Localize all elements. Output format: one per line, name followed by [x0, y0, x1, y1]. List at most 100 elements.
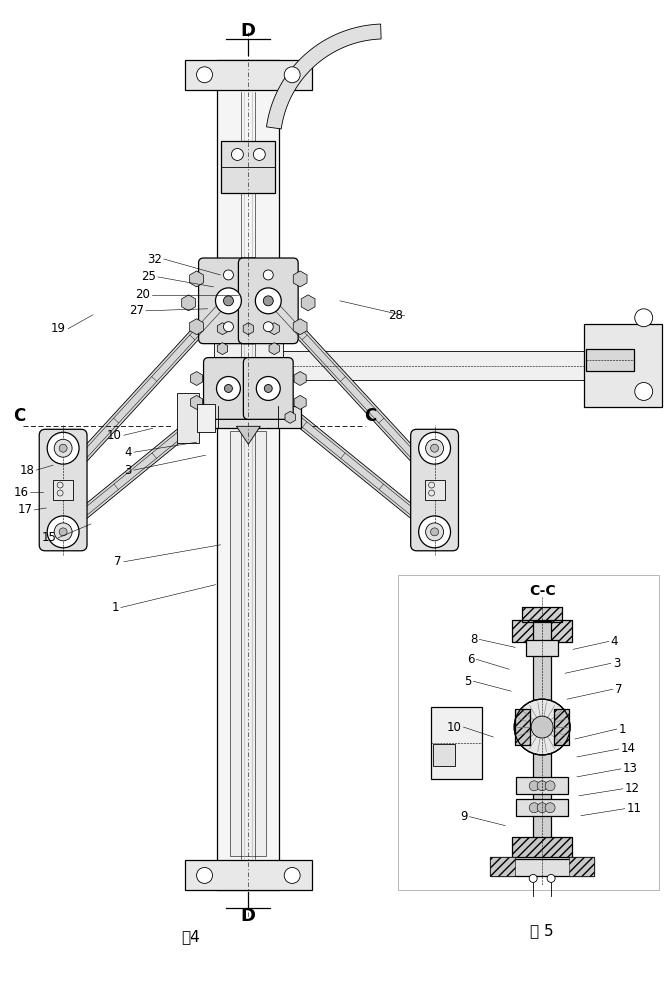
Circle shape	[224, 384, 232, 392]
Circle shape	[431, 528, 439, 536]
Text: 6: 6	[467, 653, 474, 666]
Polygon shape	[294, 395, 306, 409]
Bar	[226, 394, 270, 414]
Text: 13: 13	[623, 762, 638, 775]
Circle shape	[419, 516, 450, 548]
Circle shape	[529, 781, 539, 791]
Circle shape	[263, 270, 273, 280]
Circle shape	[545, 781, 555, 791]
Bar	[513, 620, 572, 642]
Circle shape	[54, 523, 72, 541]
Text: 3: 3	[125, 464, 132, 477]
Text: 16: 16	[13, 486, 28, 499]
Polygon shape	[190, 372, 202, 385]
Circle shape	[224, 322, 233, 332]
Bar	[515, 709, 530, 745]
Polygon shape	[190, 319, 204, 335]
Bar	[214, 339, 283, 363]
Text: 4: 4	[611, 635, 618, 648]
Circle shape	[537, 803, 547, 813]
Circle shape	[634, 382, 653, 400]
Text: 14: 14	[621, 742, 636, 755]
Polygon shape	[267, 24, 381, 129]
FancyBboxPatch shape	[198, 258, 259, 344]
Bar	[533, 621, 551, 862]
Text: 12: 12	[625, 782, 640, 795]
Polygon shape	[294, 372, 306, 385]
Text: 图 5: 图 5	[531, 923, 554, 938]
Text: 8: 8	[470, 633, 478, 646]
Circle shape	[537, 781, 547, 791]
Polygon shape	[190, 271, 204, 287]
Circle shape	[634, 309, 653, 327]
Polygon shape	[202, 411, 212, 423]
Polygon shape	[243, 323, 253, 335]
Circle shape	[54, 439, 72, 457]
Text: 19: 19	[51, 322, 66, 335]
Bar	[218, 60, 279, 890]
Text: 17: 17	[17, 503, 32, 516]
Circle shape	[547, 874, 555, 882]
Bar	[513, 837, 572, 859]
Text: C-C: C-C	[529, 584, 555, 598]
Text: D: D	[241, 22, 256, 40]
Bar	[586, 349, 634, 371]
Polygon shape	[293, 271, 307, 287]
Polygon shape	[262, 292, 424, 466]
Bar	[53, 480, 73, 500]
Bar	[398, 575, 659, 890]
Text: 20: 20	[135, 288, 150, 301]
Polygon shape	[217, 323, 228, 335]
Bar	[185, 860, 312, 890]
Bar	[279, 351, 589, 380]
FancyBboxPatch shape	[243, 358, 293, 419]
Text: 9: 9	[460, 810, 468, 823]
Polygon shape	[74, 292, 235, 466]
Circle shape	[224, 270, 233, 280]
Circle shape	[231, 148, 243, 160]
Circle shape	[224, 296, 233, 306]
Bar	[433, 744, 454, 766]
FancyBboxPatch shape	[40, 429, 87, 551]
Bar	[554, 709, 569, 745]
Polygon shape	[74, 389, 234, 523]
Circle shape	[425, 439, 444, 457]
Text: 图4: 图4	[181, 929, 200, 944]
Text: 1: 1	[619, 723, 626, 736]
Circle shape	[263, 322, 273, 332]
Text: 11: 11	[627, 802, 642, 815]
Circle shape	[59, 444, 67, 452]
Text: 27: 27	[129, 304, 144, 317]
Polygon shape	[285, 411, 295, 423]
Polygon shape	[263, 389, 423, 523]
Bar	[490, 857, 594, 876]
Bar	[490, 857, 515, 876]
Text: 10: 10	[447, 721, 462, 734]
Text: 5: 5	[464, 675, 472, 688]
FancyBboxPatch shape	[411, 429, 458, 551]
Circle shape	[431, 444, 439, 452]
Text: 32: 32	[147, 253, 161, 266]
Circle shape	[529, 874, 537, 882]
Bar	[515, 709, 530, 745]
Text: 28: 28	[388, 309, 403, 322]
Bar	[222, 141, 275, 193]
Text: 7: 7	[615, 683, 622, 696]
Circle shape	[425, 523, 444, 541]
Bar	[522, 607, 562, 622]
Circle shape	[196, 67, 212, 83]
Text: 25: 25	[141, 270, 155, 283]
Bar	[517, 777, 568, 794]
FancyBboxPatch shape	[204, 358, 253, 419]
FancyBboxPatch shape	[239, 258, 298, 344]
Polygon shape	[293, 319, 307, 335]
Bar	[517, 799, 568, 816]
Polygon shape	[237, 426, 261, 444]
Circle shape	[47, 432, 79, 464]
Bar	[230, 431, 266, 856]
Circle shape	[284, 867, 300, 883]
Bar	[569, 857, 594, 876]
Bar	[522, 607, 562, 622]
Circle shape	[59, 528, 67, 536]
Circle shape	[255, 288, 281, 314]
